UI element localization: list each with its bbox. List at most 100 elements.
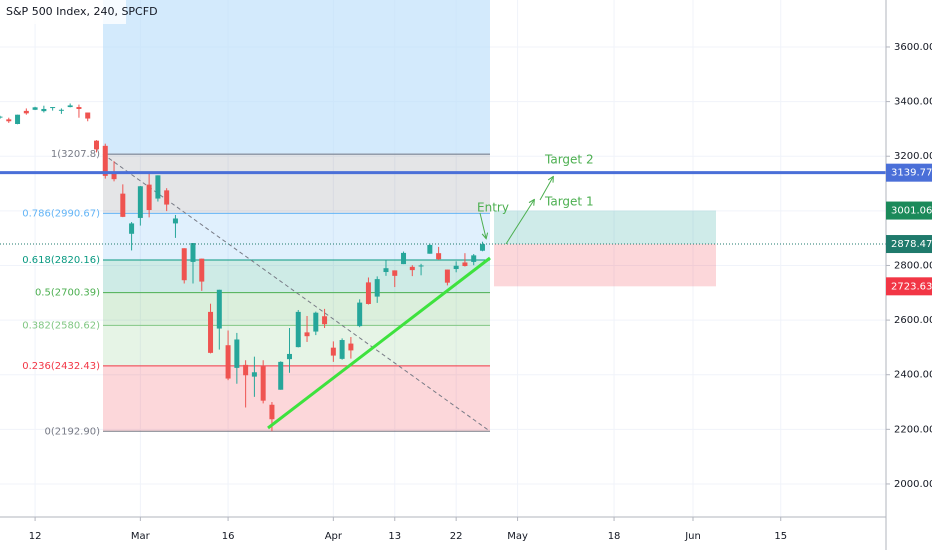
candle-body [208,311,214,353]
candle-body [260,366,266,401]
fib-label: 1(3207.8) [51,149,100,160]
target2-arrow [539,177,553,201]
axes: 2000.002200.002400.002600.002800.003000.… [29,42,932,542]
fib-band [103,213,490,260]
y-tick-label: 3600.00 [894,42,932,53]
y-tick-label: 2600.00 [894,315,932,326]
candle-body [111,172,117,180]
candle-body [339,340,345,359]
candle-body [348,343,354,351]
candle-body [85,112,91,119]
x-tick-label: 18 [608,531,621,542]
candle-body [216,289,222,329]
candle-body [427,244,433,254]
fib-label: 0.236(2432.43) [22,361,100,372]
price-tag [886,277,932,296]
x-tick-label: 12 [29,531,42,542]
date-range-highlight [103,0,490,155]
title-background [0,0,126,24]
candle-body [155,175,161,199]
candle-body [199,258,205,282]
candle-body [304,332,310,337]
candle-body [453,265,459,270]
candle-body [137,186,143,218]
candle-body [243,364,249,376]
candle-body [286,353,292,360]
candle-body [15,114,21,124]
fib-label: 0(2192.90) [44,426,100,437]
candle-body [444,269,450,283]
fib-label: 0.382(2580.62) [22,320,100,331]
candle-body [322,316,328,325]
price-tag-label: 2878.47 [891,239,932,250]
price-tag-label: 3139.77 [891,168,932,179]
fib-label: 0.786(2990.67) [22,208,100,219]
candle-body [471,255,477,262]
candle-body [190,243,196,262]
trend-line [267,256,491,430]
price-tag-label: 3001.06 [891,206,932,217]
annotation: Target 1 [544,195,594,209]
candle-body [50,107,56,109]
candle-body [172,218,178,224]
price-tag [886,163,932,182]
fib-band [103,259,490,293]
fibonacci-retracement: 1(3207.8) 0.786(2990.67) 0.618(2820.16) 0.5… [22,149,491,437]
price-tag [886,201,932,220]
candle-body [330,347,336,356]
price-tag-label: 2723.63 [891,281,932,292]
candle-body [365,282,371,304]
y-tick-label: 2000.00 [894,479,932,490]
candle-body [357,302,363,327]
fib-label: 0.5(2700.39) [35,288,100,299]
candle-body [409,266,415,271]
candle-body [418,265,424,267]
annotation: Target 2 [544,153,594,167]
candle-body [278,361,284,390]
x-tick-label: Mar [131,531,151,542]
long-position [494,210,716,287]
candle-body [6,119,12,122]
annotation: Entry [477,201,509,215]
candle-body [225,345,231,379]
candle-body [120,193,126,217]
x-tick-label: Apr [325,531,343,542]
candle-body [234,339,240,368]
candle-body [251,372,257,377]
x-tick-label: 22 [450,531,463,542]
loss-zone [494,244,716,287]
candle-body [0,116,3,118]
candle-body [102,145,108,176]
chart-title: S&P 500 Index, 240, SPCFD [6,5,158,18]
target1-arrow [505,200,534,245]
fib-band [103,154,490,214]
fib-label: 0.618(2820.16) [22,255,100,266]
candle-body [58,109,64,111]
candle-body [93,140,99,150]
candles [0,103,485,432]
entry-arrow [479,212,486,238]
candle-body [295,311,301,348]
candle-body [32,107,38,110]
candle-body [436,253,442,260]
candle-body [41,108,47,112]
candle-body [313,312,319,332]
y-tick-label: 2400.00 [894,370,932,381]
candle-body [401,252,407,265]
candle-body [76,107,82,109]
y-tick-label: 2200.00 [894,424,932,435]
profit-zone [494,210,716,245]
candle-body [129,223,135,234]
x-tick-label: May [507,531,528,542]
candle-body [67,105,73,108]
candle-body [374,279,380,297]
candle-body [164,190,170,205]
x-tick-label: 16 [222,531,235,542]
y-tick-label: 2800.00 [894,260,932,271]
y-tick-label: 3400.00 [894,97,932,108]
x-tick-label: 13 [388,531,401,542]
fib-band [103,365,490,432]
y-tick-label: 3200.00 [894,151,932,162]
